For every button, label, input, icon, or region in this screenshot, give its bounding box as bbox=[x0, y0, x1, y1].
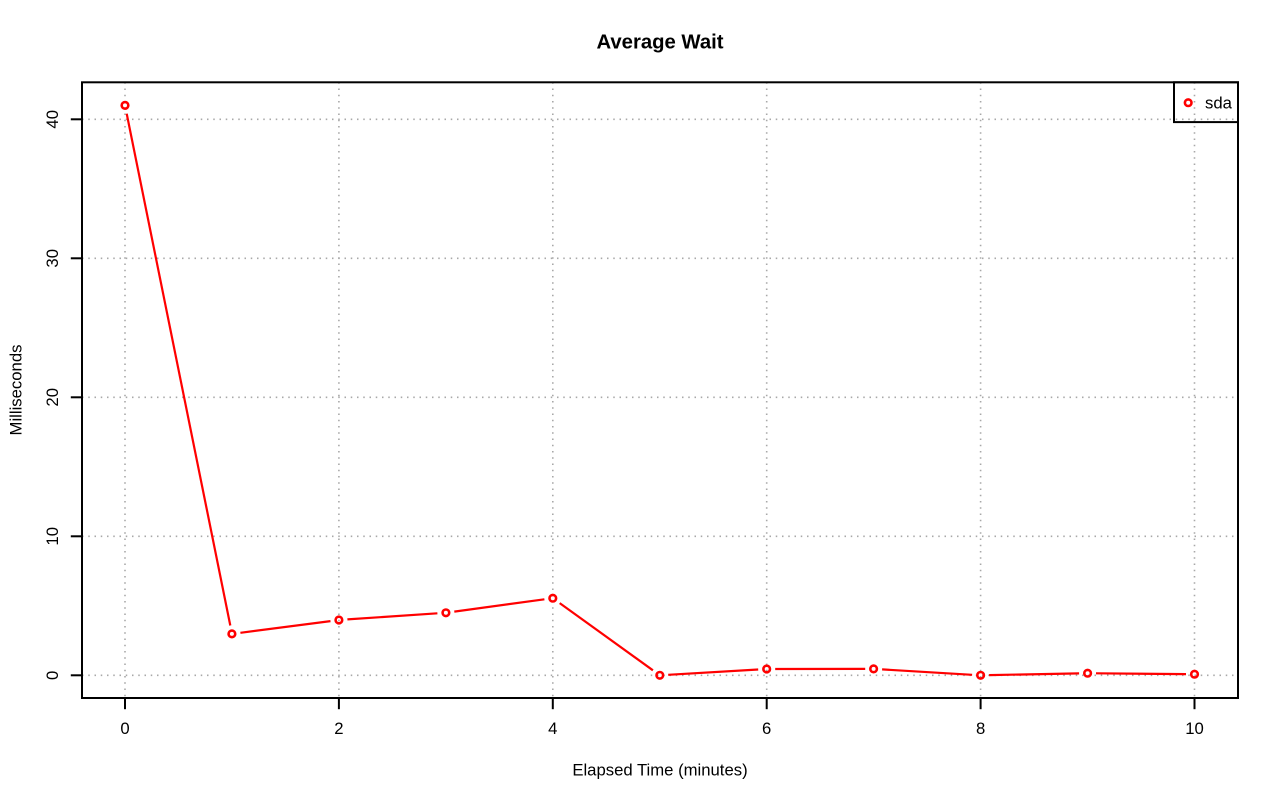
svg-text:8: 8 bbox=[976, 719, 985, 738]
svg-text:2: 2 bbox=[334, 719, 343, 738]
svg-text:30: 30 bbox=[43, 249, 62, 268]
svg-text:0: 0 bbox=[120, 719, 129, 738]
svg-text:10: 10 bbox=[1185, 719, 1204, 738]
svg-text:40: 40 bbox=[43, 110, 62, 129]
svg-text:sda: sda bbox=[1205, 93, 1233, 112]
svg-text:4: 4 bbox=[548, 719, 557, 738]
svg-text:10: 10 bbox=[43, 527, 62, 546]
svg-text:20: 20 bbox=[43, 388, 62, 407]
svg-text:Average Wait: Average Wait bbox=[597, 32, 724, 54]
svg-text:0: 0 bbox=[43, 671, 62, 680]
svg-text:6: 6 bbox=[762, 719, 771, 738]
svg-text:Milliseconds: Milliseconds bbox=[7, 345, 26, 436]
svg-text:Elapsed Time (minutes): Elapsed Time (minutes) bbox=[572, 760, 747, 779]
